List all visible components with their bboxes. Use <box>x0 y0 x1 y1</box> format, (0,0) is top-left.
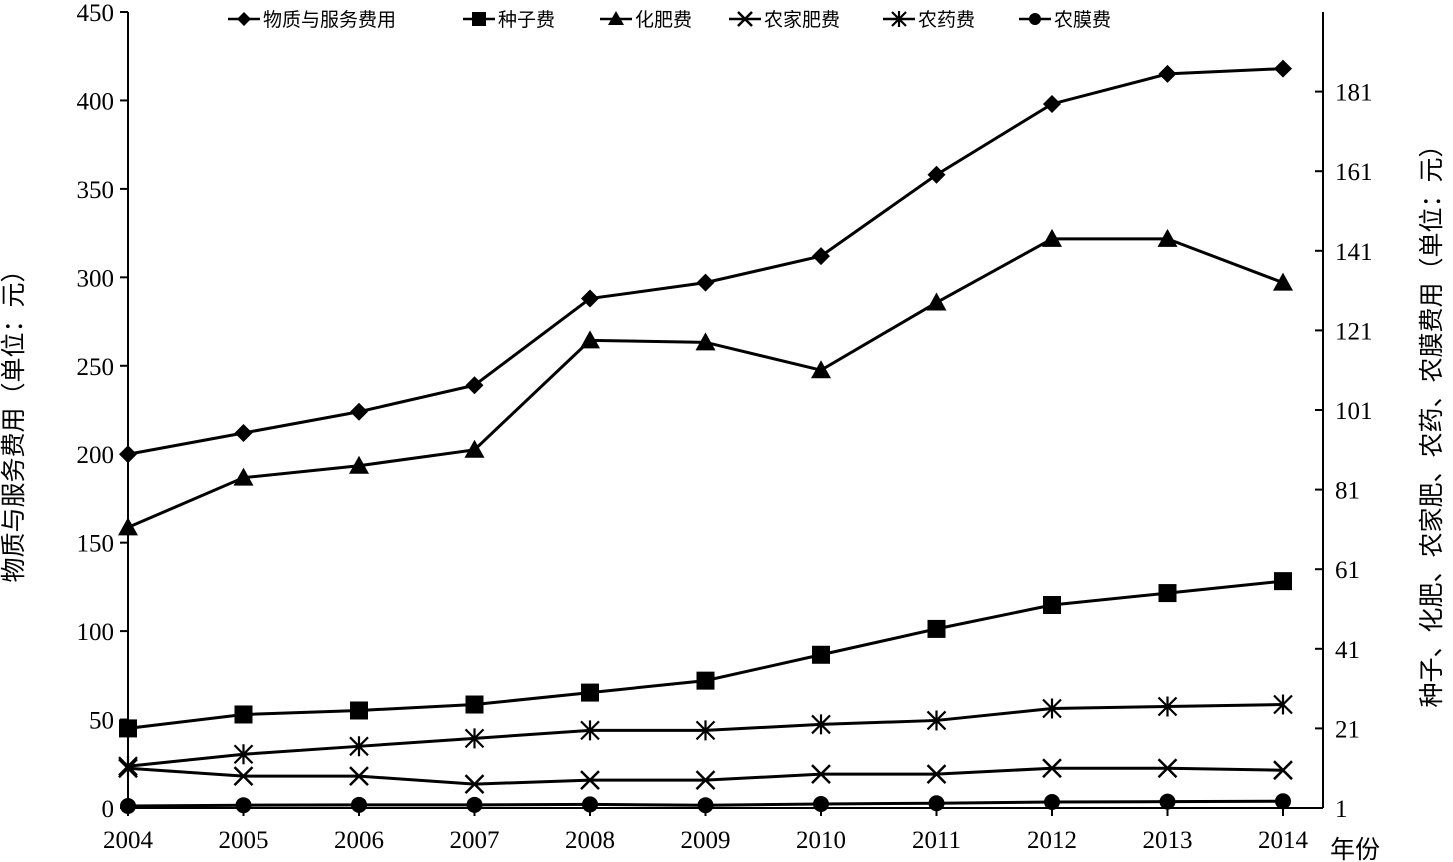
series-layer <box>118 60 1293 814</box>
data-point <box>1274 60 1292 78</box>
y-right-tick-label: 101 <box>1335 398 1373 425</box>
data-point <box>1273 273 1293 291</box>
y-left-tick-label: 350 <box>77 177 115 204</box>
y-axis-right-label: 种子、化肥、农家肥、农药、农膜费用（单位：元） <box>1417 132 1446 707</box>
legend-entry: 物质与服务费用 <box>228 9 396 31</box>
legend-entry: 农膜费 <box>1019 9 1111 31</box>
y-right-tick-label: 61 <box>1335 557 1360 584</box>
data-point <box>928 166 946 184</box>
legend-label: 农家肥费 <box>764 9 840 31</box>
data-point <box>466 696 484 714</box>
series-line <box>128 69 1283 455</box>
data-point <box>119 719 137 737</box>
series-4 <box>119 759 1292 793</box>
data-point <box>118 517 138 535</box>
y-left-tick-label: 400 <box>77 88 115 115</box>
data-point <box>1159 65 1177 83</box>
data-point <box>812 247 830 265</box>
data-point <box>928 620 946 638</box>
y-left-tick-label: 250 <box>77 354 115 381</box>
x-tick-label: 2009 <box>681 827 731 854</box>
y-left-tick-label: 150 <box>77 531 115 558</box>
data-point <box>1160 794 1176 810</box>
legend-entry: 种子费 <box>463 9 555 31</box>
y-right-tick-label: 141 <box>1335 239 1373 266</box>
y-left-tick-label: 50 <box>89 708 114 735</box>
data-point <box>697 274 715 292</box>
x-tick-label: 2010 <box>796 827 846 854</box>
data-point <box>1274 572 1292 590</box>
data-point <box>697 672 715 690</box>
series-1 <box>119 60 1292 464</box>
data-point <box>1044 794 1060 810</box>
legend: 物质与服务费用 种子费 化肥费 农家肥费 农药费 农膜费 <box>228 9 1111 31</box>
x-axis-label: 年份 <box>1330 835 1380 862</box>
y-left-tick-label: 300 <box>77 265 115 292</box>
legend-marker <box>237 12 251 26</box>
x-tick-label: 2011 <box>912 827 961 854</box>
x-tick-label: 2008 <box>565 827 615 854</box>
x-tick-label: 2006 <box>334 827 384 854</box>
y-left-tick-label: 200 <box>77 442 115 469</box>
y-right-tick-label: 181 <box>1335 80 1373 107</box>
y-right-tick-label: 21 <box>1335 716 1360 743</box>
data-point <box>120 798 136 814</box>
y-left-tick-label: 100 <box>77 619 115 646</box>
data-point <box>235 705 253 723</box>
y-left-tick-label: 450 <box>77 0 115 27</box>
legend-label: 种子费 <box>498 9 555 31</box>
y-right-tick-label: 161 <box>1335 159 1373 186</box>
data-point <box>350 403 368 421</box>
x-tick-label: 2005 <box>219 827 269 854</box>
series-6 <box>120 793 1291 814</box>
y-right-tick-label: 1 <box>1335 796 1348 823</box>
data-point <box>698 797 714 813</box>
x-tick-label: 2013 <box>1143 827 1193 854</box>
x-tick-label: 2007 <box>450 827 500 854</box>
legend-entry: 农药费 <box>883 9 975 31</box>
x-tick-label: 2012 <box>1027 827 1077 854</box>
y-right-tick-label: 41 <box>1335 637 1360 664</box>
y-right-tick-label: 81 <box>1335 478 1360 505</box>
data-point <box>467 797 483 813</box>
data-point <box>929 795 945 811</box>
data-point <box>581 684 599 702</box>
y-right-tick-label: 121 <box>1335 318 1373 345</box>
x-tick-label: 2004 <box>103 827 154 854</box>
data-point <box>1159 584 1177 602</box>
data-point <box>119 445 137 463</box>
legend-label: 农膜费 <box>1054 9 1111 31</box>
legend-entry: 农家肥费 <box>729 9 840 31</box>
data-point <box>582 796 598 812</box>
legend-label: 农药费 <box>918 9 975 31</box>
legend-marker <box>472 12 486 26</box>
data-point <box>350 701 368 719</box>
data-point <box>927 293 947 311</box>
series-2 <box>119 572 1292 737</box>
data-point <box>1043 596 1061 614</box>
data-point <box>236 797 252 813</box>
data-point <box>351 797 367 813</box>
data-point <box>813 796 829 812</box>
legend-label: 物质与服务费用 <box>263 9 396 31</box>
data-point <box>812 646 830 664</box>
y-left-tick-label: 0 <box>102 796 115 823</box>
series-5 <box>119 695 1292 777</box>
legend-label: 化肥费 <box>635 9 692 31</box>
legend-entry: 化肥费 <box>600 9 692 31</box>
data-point <box>235 424 253 442</box>
y-axis-left-label: 物质与服务费用（单位：元） <box>0 257 28 582</box>
data-point <box>1043 95 1061 113</box>
x-tick-label: 2014 <box>1258 827 1309 854</box>
legend-marker <box>1029 13 1041 25</box>
data-point <box>1275 793 1291 809</box>
